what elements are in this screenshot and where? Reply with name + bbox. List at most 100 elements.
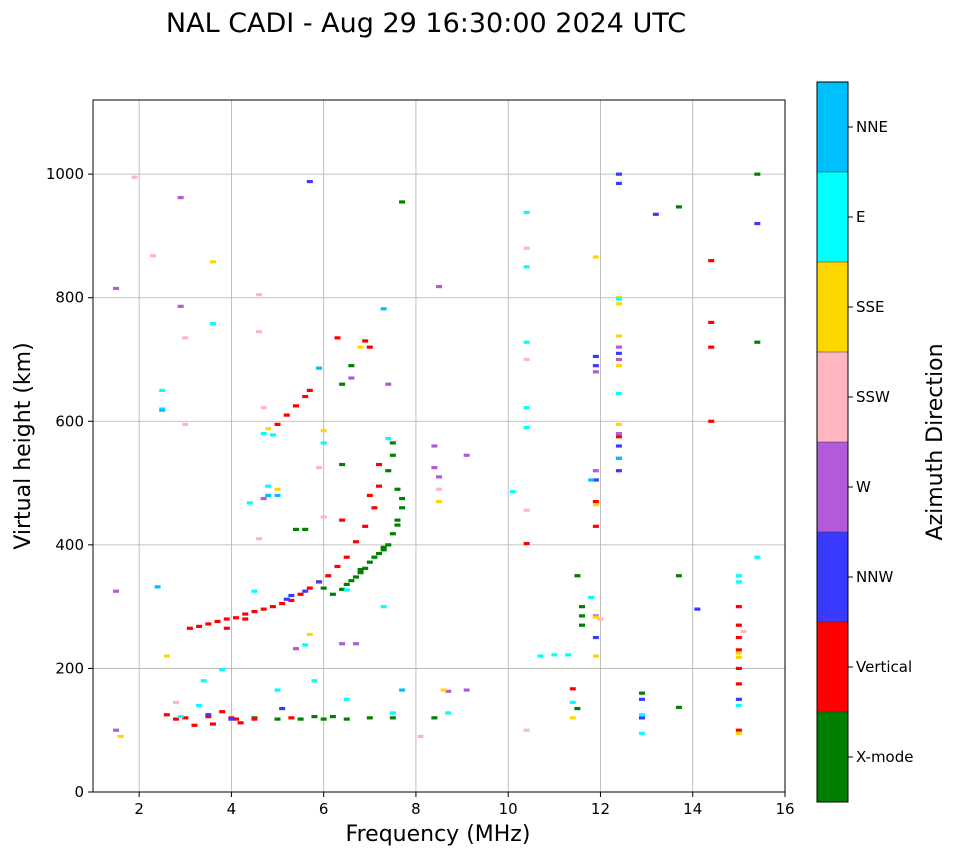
data-point [288,598,295,603]
colorbar-label: Azimuth Direction [923,343,948,540]
data-point [652,212,659,216]
data-point [320,441,327,445]
data-point [352,575,359,579]
data-point [209,322,216,326]
data-point [399,496,406,501]
data-point [302,527,309,532]
data-point [233,717,240,721]
data-point [260,432,267,436]
data-point [302,394,309,399]
data-point [205,622,212,626]
data-point [592,500,599,504]
data-marks [113,172,761,738]
data-point [615,456,622,460]
data-point [417,734,424,738]
data-point [274,493,281,498]
data-point [279,601,286,606]
colorbar-tick-label: NNE [856,118,888,136]
data-point [292,647,299,651]
data-point [311,679,318,683]
data-point [638,716,645,720]
data-point [163,713,170,717]
data-point [214,619,221,624]
data-point [246,501,253,505]
data-point [615,302,622,306]
data-point [754,340,761,344]
data-point [209,722,216,726]
data-point [279,706,286,711]
data-point [399,200,406,204]
x-tick-label: 2 [134,800,144,818]
colorbar-segment [817,622,848,712]
data-point [265,493,272,498]
data-point [523,340,530,344]
data-point [269,433,276,437]
data-point [274,717,281,721]
data-point [329,592,336,596]
data-point [366,345,373,349]
data-point [274,487,281,491]
data-point [436,475,442,479]
data-point [615,334,622,338]
data-point [380,307,387,311]
data-point [735,728,742,732]
x-tick-label: 12 [591,800,610,818]
x-tick-label: 6 [319,800,329,818]
data-point [735,666,742,671]
data-point [436,487,442,491]
data-point [339,587,346,591]
data-point [463,688,470,692]
data-point [579,614,586,618]
data-point [523,542,530,546]
colorbar-tick-label: Vertical [856,658,912,676]
data-point [615,432,622,436]
data-point [357,571,364,575]
colorbar-tick-label: X-mode [856,748,913,766]
data-point [339,518,346,522]
data-point [537,654,544,658]
data-point [523,265,530,269]
series-sse [117,255,742,738]
data-point [251,717,258,721]
data-point [320,428,327,433]
data-point [316,466,323,470]
colorbar-border [816,81,849,803]
colorbar-segment [817,532,848,622]
data-point [445,689,452,693]
data-point [320,515,327,519]
data-point [569,687,576,691]
data-point [592,255,599,259]
plot-area [93,100,785,792]
data-point [343,588,350,592]
data-point [196,703,203,708]
data-point [260,607,267,611]
plot-border [92,99,786,793]
data-point [436,500,442,504]
data-point [228,717,235,721]
data-point [615,357,622,362]
data-point [283,597,290,601]
data-point [385,469,392,473]
data-point [735,623,742,627]
data-point [588,478,595,482]
data-point [597,617,604,621]
data-point [592,654,599,658]
x-axis-ticks: 2 4 6 8 10 12 14 16 [134,792,795,818]
data-point [754,555,761,559]
colorbar-tick-label: SSW [856,388,890,406]
data-point [306,388,313,392]
data-point [343,582,350,586]
data-point [260,496,267,501]
series-x-mode [251,172,761,721]
data-point [371,506,378,510]
data-point [754,172,761,176]
data-point [376,462,383,467]
data-point [177,715,184,719]
data-point [366,716,373,720]
data-point [297,717,304,721]
data-point [574,706,581,711]
data-point [177,196,184,200]
data-point [357,567,364,572]
data-point [615,364,622,368]
series-w [113,196,622,732]
